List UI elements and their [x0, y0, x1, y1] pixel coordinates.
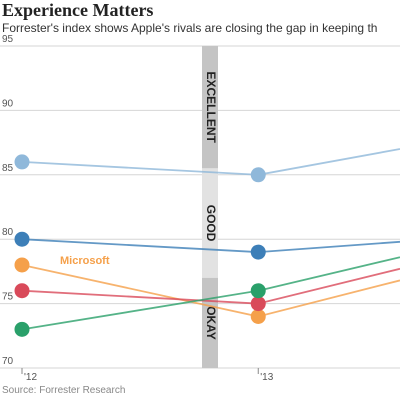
data-point-1-1 — [250, 244, 266, 260]
data-point-2-1 — [250, 308, 266, 324]
data-point-3-0 — [14, 283, 30, 299]
band-label-okay: OKAY — [204, 306, 218, 340]
data-point-3-1 — [250, 296, 266, 312]
data-point-0-0 — [14, 154, 30, 170]
band-excellent — [202, 46, 218, 169]
rating-bands: EXCELLENT GOOD OKAY — [202, 46, 218, 368]
data-point-2-0 — [14, 257, 30, 273]
data-point-1-0 — [14, 231, 30, 247]
data-point-0-1 — [250, 167, 266, 183]
data-point-4-0 — [14, 321, 30, 337]
y-tick-label-80: 80 — [2, 227, 14, 238]
chart-title: Experience Matters — [2, 0, 154, 20]
source-note: Source: Forrester Research — [2, 385, 126, 396]
series-points — [14, 154, 266, 337]
x-tick-label-0: '12 — [24, 372, 37, 383]
data-point-4-1 — [250, 283, 266, 299]
chart-subtitle: Forrester's index shows Apple's rivals a… — [2, 21, 378, 35]
gridlines — [0, 45, 400, 369]
series-label-2: Microsoft — [60, 255, 110, 267]
series-labels: Microsoft — [60, 255, 110, 267]
y-tick-label-90: 90 — [2, 98, 14, 109]
y-tick-label-70: 70 — [2, 356, 14, 367]
band-label-good: GOOD — [204, 205, 218, 242]
y-tick-label-75: 75 — [2, 292, 14, 303]
x-axis: '12 '13 — [21, 368, 274, 383]
band-label-excellent: EXCELLENT — [204, 72, 218, 144]
y-tick-label-95: 95 — [2, 34, 14, 45]
x-tick-label-1: '13 — [260, 372, 273, 383]
y-axis-ticks: 70 75 80 85 90 95 — [2, 34, 14, 367]
y-tick-label-85: 85 — [2, 163, 14, 174]
